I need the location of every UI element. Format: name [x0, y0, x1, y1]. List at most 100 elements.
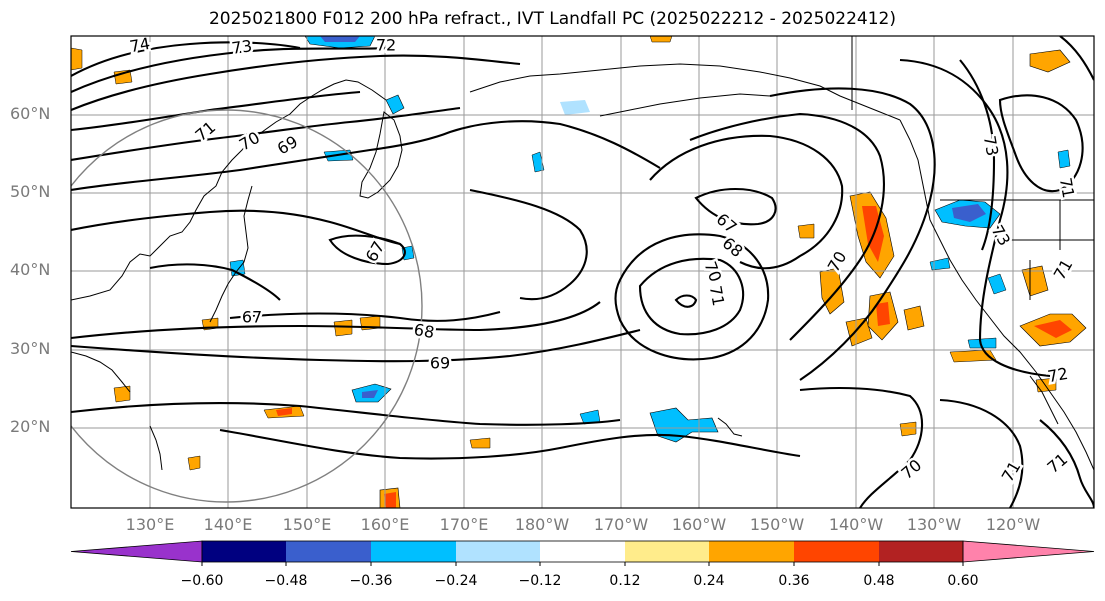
- colorbar-outline: [201, 540, 964, 563]
- shade-neg-11: [987, 273, 1007, 295]
- colorbar-label: −0.12: [518, 573, 562, 589]
- lat-label: 40°N: [10, 260, 51, 279]
- shade-neg-14: [929, 257, 951, 271]
- shade-neg-2: [560, 100, 590, 115]
- shade-pos-23: [899, 421, 917, 437]
- colorbar-segment: [709, 541, 794, 562]
- shade-neg-7-core: [362, 390, 378, 398]
- colorbar-segment: [794, 541, 879, 562]
- contour-label: 68: [412, 320, 435, 342]
- contour-68: [71, 301, 601, 340]
- shade-pos-5: [903, 305, 925, 331]
- colorbar-segment: [286, 541, 371, 562]
- contour-far-east: [1059, 36, 1094, 81]
- lon-label: 130°E: [125, 515, 175, 534]
- contour-south: [71, 402, 621, 426]
- coast-hawaii: [717, 417, 743, 437]
- shade-pos-6: [1021, 265, 1049, 297]
- contour-67-mid: [229, 310, 501, 322]
- colorbar-segment: [202, 541, 286, 562]
- contour-label: 67: [713, 209, 741, 237]
- shade-neg-10-core: [952, 204, 986, 222]
- contour-label: 69: [274, 132, 301, 159]
- contour-67-loop: [328, 234, 406, 266]
- lon-label: 120°W: [985, 515, 1041, 534]
- contour-70-center: [638, 257, 745, 336]
- contour-67-west-b: [149, 263, 281, 301]
- lat-label: 30°N: [10, 339, 51, 358]
- shade-pos-7-core: [1034, 320, 1072, 338]
- coast-na-west: [899, 119, 1094, 471]
- contour-68-east: [649, 134, 844, 270]
- lon-label: 180°W: [514, 515, 570, 534]
- shade-pos-18: [469, 437, 491, 449]
- colorbar-label: −0.24: [434, 573, 478, 589]
- shade-pos-9: [1029, 49, 1071, 73]
- lat-label: 20°N: [10, 417, 51, 436]
- colorbar-label: 0.48: [863, 573, 895, 589]
- distance-circle: [71, 109, 423, 503]
- border-states: [1000, 200, 1094, 300]
- contour-label: 67: [242, 308, 262, 327]
- shade-neg-1: [385, 94, 405, 115]
- contour-label: 71: [1056, 176, 1078, 199]
- contour-67-east: [694, 187, 777, 226]
- lat-label: 50°N: [10, 182, 51, 201]
- lon-label: 160°W: [671, 515, 727, 534]
- shade-pos-12: [333, 319, 353, 337]
- colorbar-label: 0.36: [778, 573, 810, 589]
- contour-label: 73: [230, 36, 253, 58]
- contour-big-loop: [469, 188, 588, 301]
- colorbar-extend-max: [962, 540, 1095, 563]
- lon-label: 170°E: [439, 515, 489, 534]
- shade-pos-17-core: [384, 492, 396, 508]
- coast-china-south: [71, 351, 131, 393]
- lon-label: 150°W: [749, 515, 805, 534]
- contour-south-b: [219, 428, 801, 460]
- shade-pos-16: [71, 47, 83, 71]
- shade-pos-14: [113, 385, 131, 403]
- lon-label: 140°E: [203, 515, 253, 534]
- colorbar-label: 0.60: [947, 573, 979, 589]
- contour-inner-loop: [674, 294, 698, 308]
- contour-71-ne: [769, 87, 936, 381]
- colorbar-extend-min: [70, 540, 203, 563]
- contour-label: 69: [430, 354, 450, 373]
- refractivity-contours: [71, 36, 1094, 508]
- shade-neg-4: [531, 151, 545, 173]
- colorbar-segment: [456, 541, 540, 562]
- shade-pos-13-core: [276, 408, 292, 416]
- colorbar: [70, 540, 1095, 566]
- colorbar-segment: [879, 541, 963, 562]
- contour-label: 72: [1046, 364, 1069, 386]
- contour-71: [71, 90, 361, 132]
- contour-73-ne: [959, 59, 996, 251]
- lon-label: 130°W: [906, 515, 962, 534]
- lon-label: 170°W: [593, 515, 649, 534]
- coast-alaska: [469, 63, 901, 121]
- shade-pos-4-core: [876, 302, 890, 326]
- shade-pos-21: [649, 36, 673, 43]
- contour-73: [71, 46, 391, 93]
- shade-pos-2: [819, 267, 845, 315]
- coast-philippines: [149, 425, 163, 471]
- contour-label: 74: [128, 34, 151, 56]
- contour-70: [71, 106, 461, 162]
- contour-70-se: [799, 386, 924, 508]
- contour-71-se: [939, 398, 1024, 508]
- coast-japan: [209, 185, 253, 323]
- colorbar-label: −0.36: [349, 573, 393, 589]
- shade-neg-13: [967, 337, 997, 349]
- contour-label: 71: [1043, 449, 1071, 477]
- lon-label: 160°E: [360, 515, 410, 534]
- coast-aleutians: [599, 93, 771, 117]
- contour-69: [71, 120, 661, 192]
- coast-kamchatka: [359, 111, 403, 199]
- contour-label: 70: [701, 259, 726, 285]
- contour-label: 70: [897, 455, 925, 483]
- lon-label: 150°E: [282, 515, 332, 534]
- colorbar-label: −0.60: [180, 573, 224, 589]
- graticule: [71, 36, 1094, 508]
- contour-label: 72: [376, 36, 396, 55]
